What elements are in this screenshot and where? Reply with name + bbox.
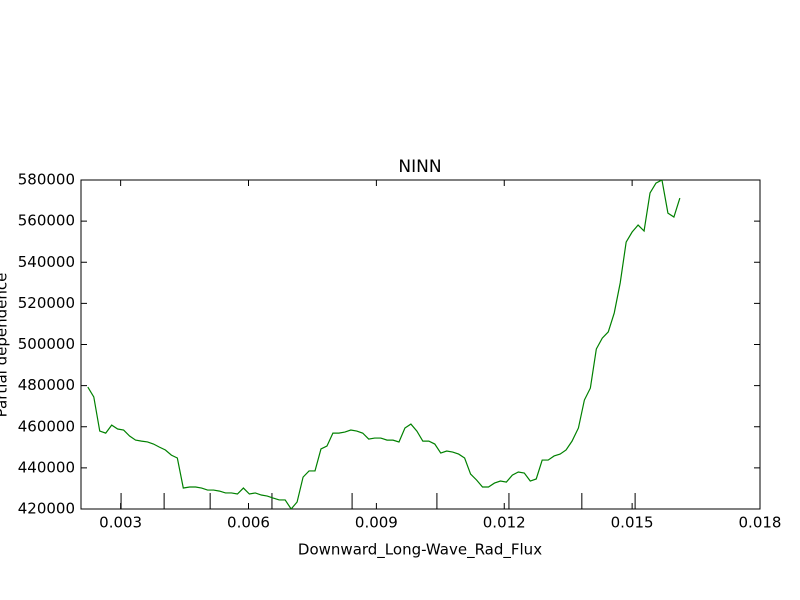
y-tick-label: 420000: [18, 500, 75, 518]
x-tick-label: 0.012: [483, 514, 526, 532]
x-tick-label: 0.006: [227, 514, 270, 532]
y-tick-label: 500000: [18, 335, 75, 353]
y-tick-label: 480000: [18, 376, 75, 394]
y-axis-label: Partial dependence: [0, 273, 11, 418]
data-line: [87, 180, 681, 509]
x-tick-label: 0.015: [611, 514, 654, 532]
y-tick-label: 440000: [18, 458, 75, 476]
x-axis-label: Downward_Long-Wave_Rad_Flux: [298, 541, 542, 560]
y-tick-label: 560000: [18, 212, 75, 230]
y-tick-label: 540000: [18, 253, 75, 271]
y-tick-label: 580000: [18, 171, 75, 189]
x-tick-label: 0.018: [739, 514, 782, 532]
y-tick-label: 460000: [18, 417, 75, 435]
x-tick-label: 0.009: [355, 514, 398, 532]
x-tick-label: 0.003: [99, 514, 142, 532]
chart-title: NINN: [398, 157, 441, 177]
y-tick-label: 520000: [18, 294, 75, 312]
